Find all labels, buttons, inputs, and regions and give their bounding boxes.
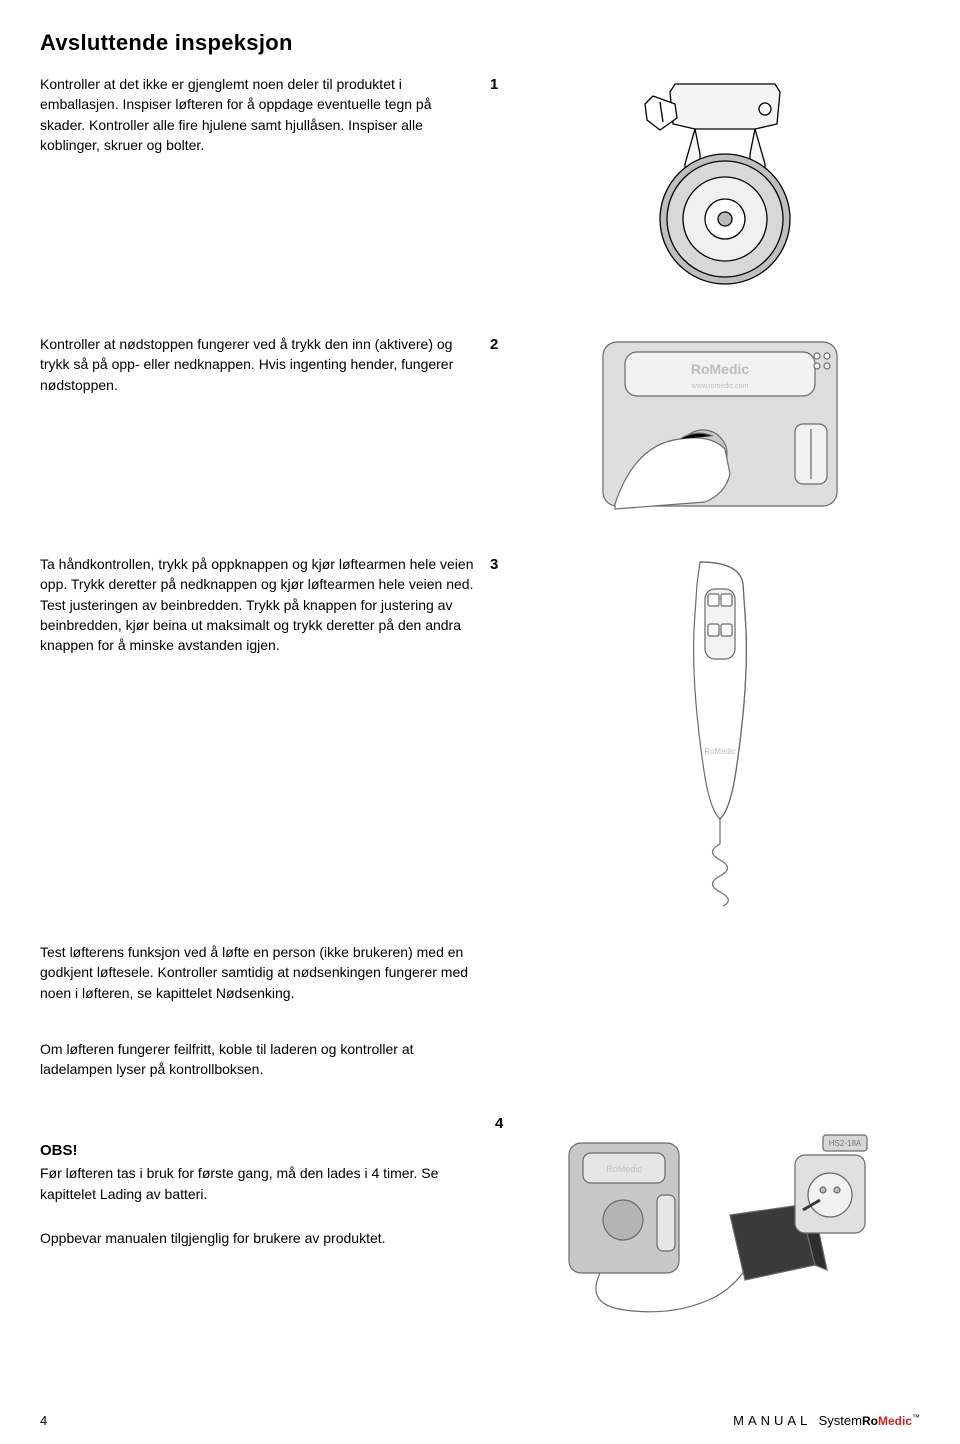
brand-tm: ™ <box>912 1413 920 1422</box>
page-title: Avsluttende inspeksjon <box>40 30 920 56</box>
svg-text:RoMedic: RoMedic <box>606 1164 642 1174</box>
charger-illustration: RoMedic HS2-18A <box>565 1125 875 1325</box>
wheel-illustration <box>605 74 835 294</box>
obs-label: OBS! <box>40 1142 520 1159</box>
charger-label: HS2-18A <box>829 1139 862 1148</box>
section-1: Kontroller at det ikke er gjenglemt noen… <box>40 74 920 294</box>
manual-label: MANUAL <box>733 1413 811 1428</box>
section-4-text: Test løfterens funksjon ved å løfte en p… <box>40 942 480 1003</box>
brand-ro: Ro <box>862 1414 878 1428</box>
section-2-number: 2 <box>480 334 520 353</box>
brand-system: System <box>819 1413 862 1428</box>
brand-medic: Medic <box>878 1414 912 1428</box>
footer-brand: MANUAL SystemRoMedic™ <box>733 1413 920 1428</box>
section-1-text: Kontroller at det ikke er gjenglemt noen… <box>40 74 480 155</box>
section-3-text: Ta håndkontrollen, trykk på oppknappen o… <box>40 554 480 655</box>
remote-control-illustration: RoMedic <box>645 554 795 914</box>
page-number: 4 <box>40 1413 47 1428</box>
remote-brand: RoMedic <box>704 747 736 756</box>
estop-brand: RoMedic <box>691 361 750 377</box>
section-1-number: 1 <box>480 74 520 93</box>
section-3-number: 3 <box>480 554 520 573</box>
page-footer: 4 MANUAL SystemRoMedic™ <box>40 1413 920 1428</box>
section-2: Kontroller at nødstoppen fungerer ved å … <box>40 334 920 514</box>
estop-url: www.romedic.com <box>691 383 749 390</box>
section-5-text: Om løfteren fungerer feilfritt, koble ti… <box>40 1039 480 1080</box>
section-7-text: Oppbevar manualen tilgjenglig for bruker… <box>40 1228 480 1248</box>
emergency-stop-illustration: RoMedic www.romedic.com <box>595 334 845 514</box>
section-6-text: Før løfteren tas i bruk for første gang,… <box>40 1163 480 1204</box>
section-3: Ta håndkontrollen, trykk på oppknappen o… <box>40 554 920 914</box>
section-2-text: Kontroller at nødstoppen fungerer ved å … <box>40 334 480 395</box>
section-6-number: 4 <box>40 1115 520 1132</box>
